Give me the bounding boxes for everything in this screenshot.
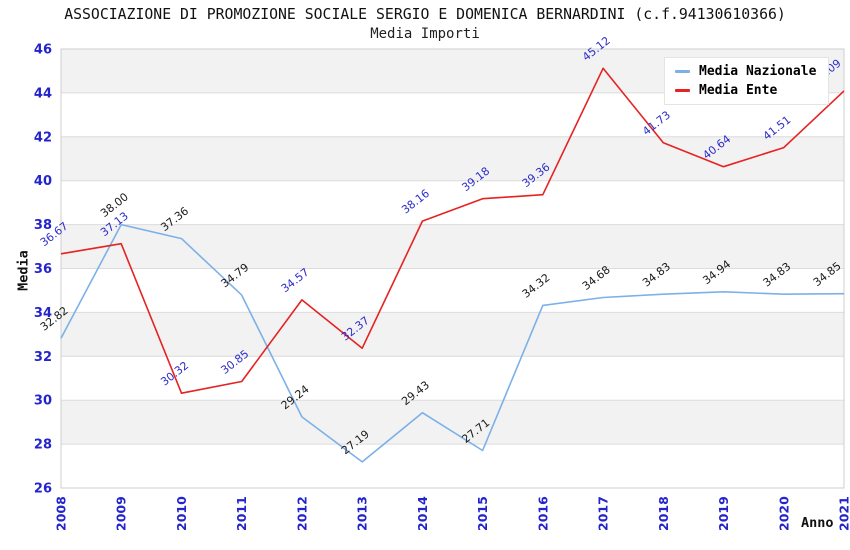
legend-item-media-ente: Media Ente — [675, 83, 816, 98]
x-tick-label: 2018 — [656, 496, 671, 531]
y-tick-label: 38 — [34, 218, 52, 233]
x-tick-label: 2017 — [596, 496, 611, 531]
x-tick-label: 2011 — [234, 496, 249, 531]
x-tick-label: 2010 — [174, 496, 189, 531]
x-tick-label: 2008 — [54, 496, 69, 531]
y-tick-label: 34 — [34, 306, 52, 321]
x-tick-label: 2021 — [837, 496, 850, 531]
x-tick-label: 2013 — [355, 496, 370, 531]
x-tick-label: 2009 — [114, 496, 129, 531]
x-tick-label: 2015 — [475, 496, 490, 531]
x-axis-title: Anno — [801, 515, 834, 531]
y-tick-label: 32 — [34, 350, 52, 365]
x-tick-label: 2016 — [535, 496, 550, 531]
legend-swatch-media-ente-icon — [675, 89, 690, 92]
chart-legend: Media Nazionale Media Ente — [664, 57, 830, 105]
chart-title: ASSOCIAZIONE DI PROMOZIONE SOCIALE SERGI… — [64, 6, 786, 23]
legend-label: Media Ente — [699, 83, 778, 98]
series-line-media-ente — [60, 67, 845, 395]
x-tick-label: 2012 — [294, 496, 309, 531]
y-tick-label: 26 — [34, 482, 52, 497]
y-axis-title: Media — [15, 250, 32, 291]
y-tick-label: 44 — [34, 86, 52, 101]
y-tick-label: 28 — [34, 438, 52, 453]
legend-item-media-nazionale: Media Nazionale — [675, 64, 816, 79]
chart-subtitle: Media Importi — [370, 26, 480, 42]
x-tick-label: 2014 — [415, 496, 430, 531]
grid-band — [61, 400, 844, 445]
y-tick-label: 36 — [34, 262, 52, 277]
legend-swatch-media-nazionale-icon — [675, 70, 690, 73]
data-label: 34.57 — [279, 266, 312, 296]
data-label: 30.32 — [158, 359, 191, 389]
grid-band — [61, 312, 844, 357]
grid-band — [61, 224, 844, 269]
data-label: 38.16 — [399, 187, 432, 217]
data-label: 34.32 — [520, 271, 553, 301]
y-tick-label: 42 — [34, 130, 52, 145]
y-tick-label: 40 — [34, 174, 52, 189]
y-tick-label: 30 — [34, 394, 52, 409]
x-tick-label: 2020 — [776, 496, 791, 531]
legend-label: Media Nazionale — [699, 64, 817, 79]
y-tick-label: 46 — [34, 43, 52, 58]
series-line-media-nazionale — [60, 223, 845, 463]
x-tick-label: 2019 — [716, 496, 731, 531]
grid-band — [61, 136, 844, 181]
plot-border — [60, 48, 845, 489]
